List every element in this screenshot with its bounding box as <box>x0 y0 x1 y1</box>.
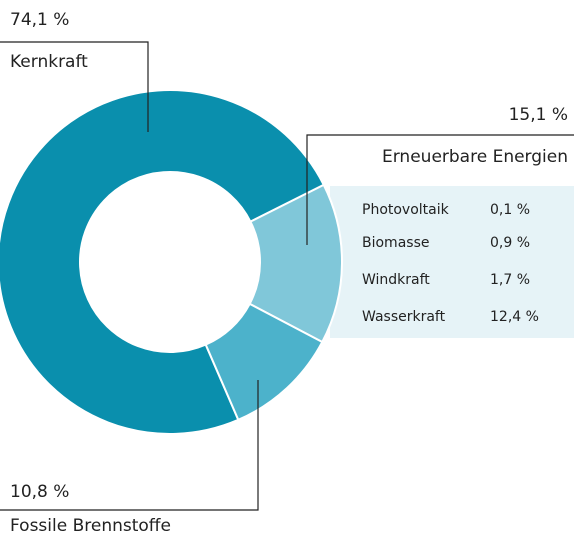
leader-line <box>0 380 259 511</box>
value-label: 15,1 % <box>509 105 568 125</box>
category-label: Fossile Brennstoffe <box>10 516 171 536</box>
value-label: 10,8 % <box>10 482 69 502</box>
breakdown-value: 1,7 % <box>490 272 530 288</box>
donut <box>0 89 343 435</box>
breakdown-label: Biomasse <box>362 235 429 251</box>
breakdown-value: 0,9 % <box>490 235 530 251</box>
breakdown-value: 12,4 % <box>490 309 539 325</box>
category-label: Kernkraft <box>10 52 88 72</box>
leader-line <box>306 134 574 245</box>
breakdown-label: Wasserkraft <box>362 309 446 325</box>
breakdown-value: 0,1 % <box>490 202 530 218</box>
leader-line <box>0 41 149 132</box>
breakdown-label: Photovoltaik <box>362 202 450 218</box>
breakdown-label: Windkraft <box>362 272 430 288</box>
category-label: Erneuerbare Energien <box>382 147 568 167</box>
donut-slice <box>204 302 324 422</box>
value-label: 74,1 % <box>10 10 69 30</box>
breakdown-box <box>330 186 574 338</box>
donut-slice <box>0 89 326 435</box>
